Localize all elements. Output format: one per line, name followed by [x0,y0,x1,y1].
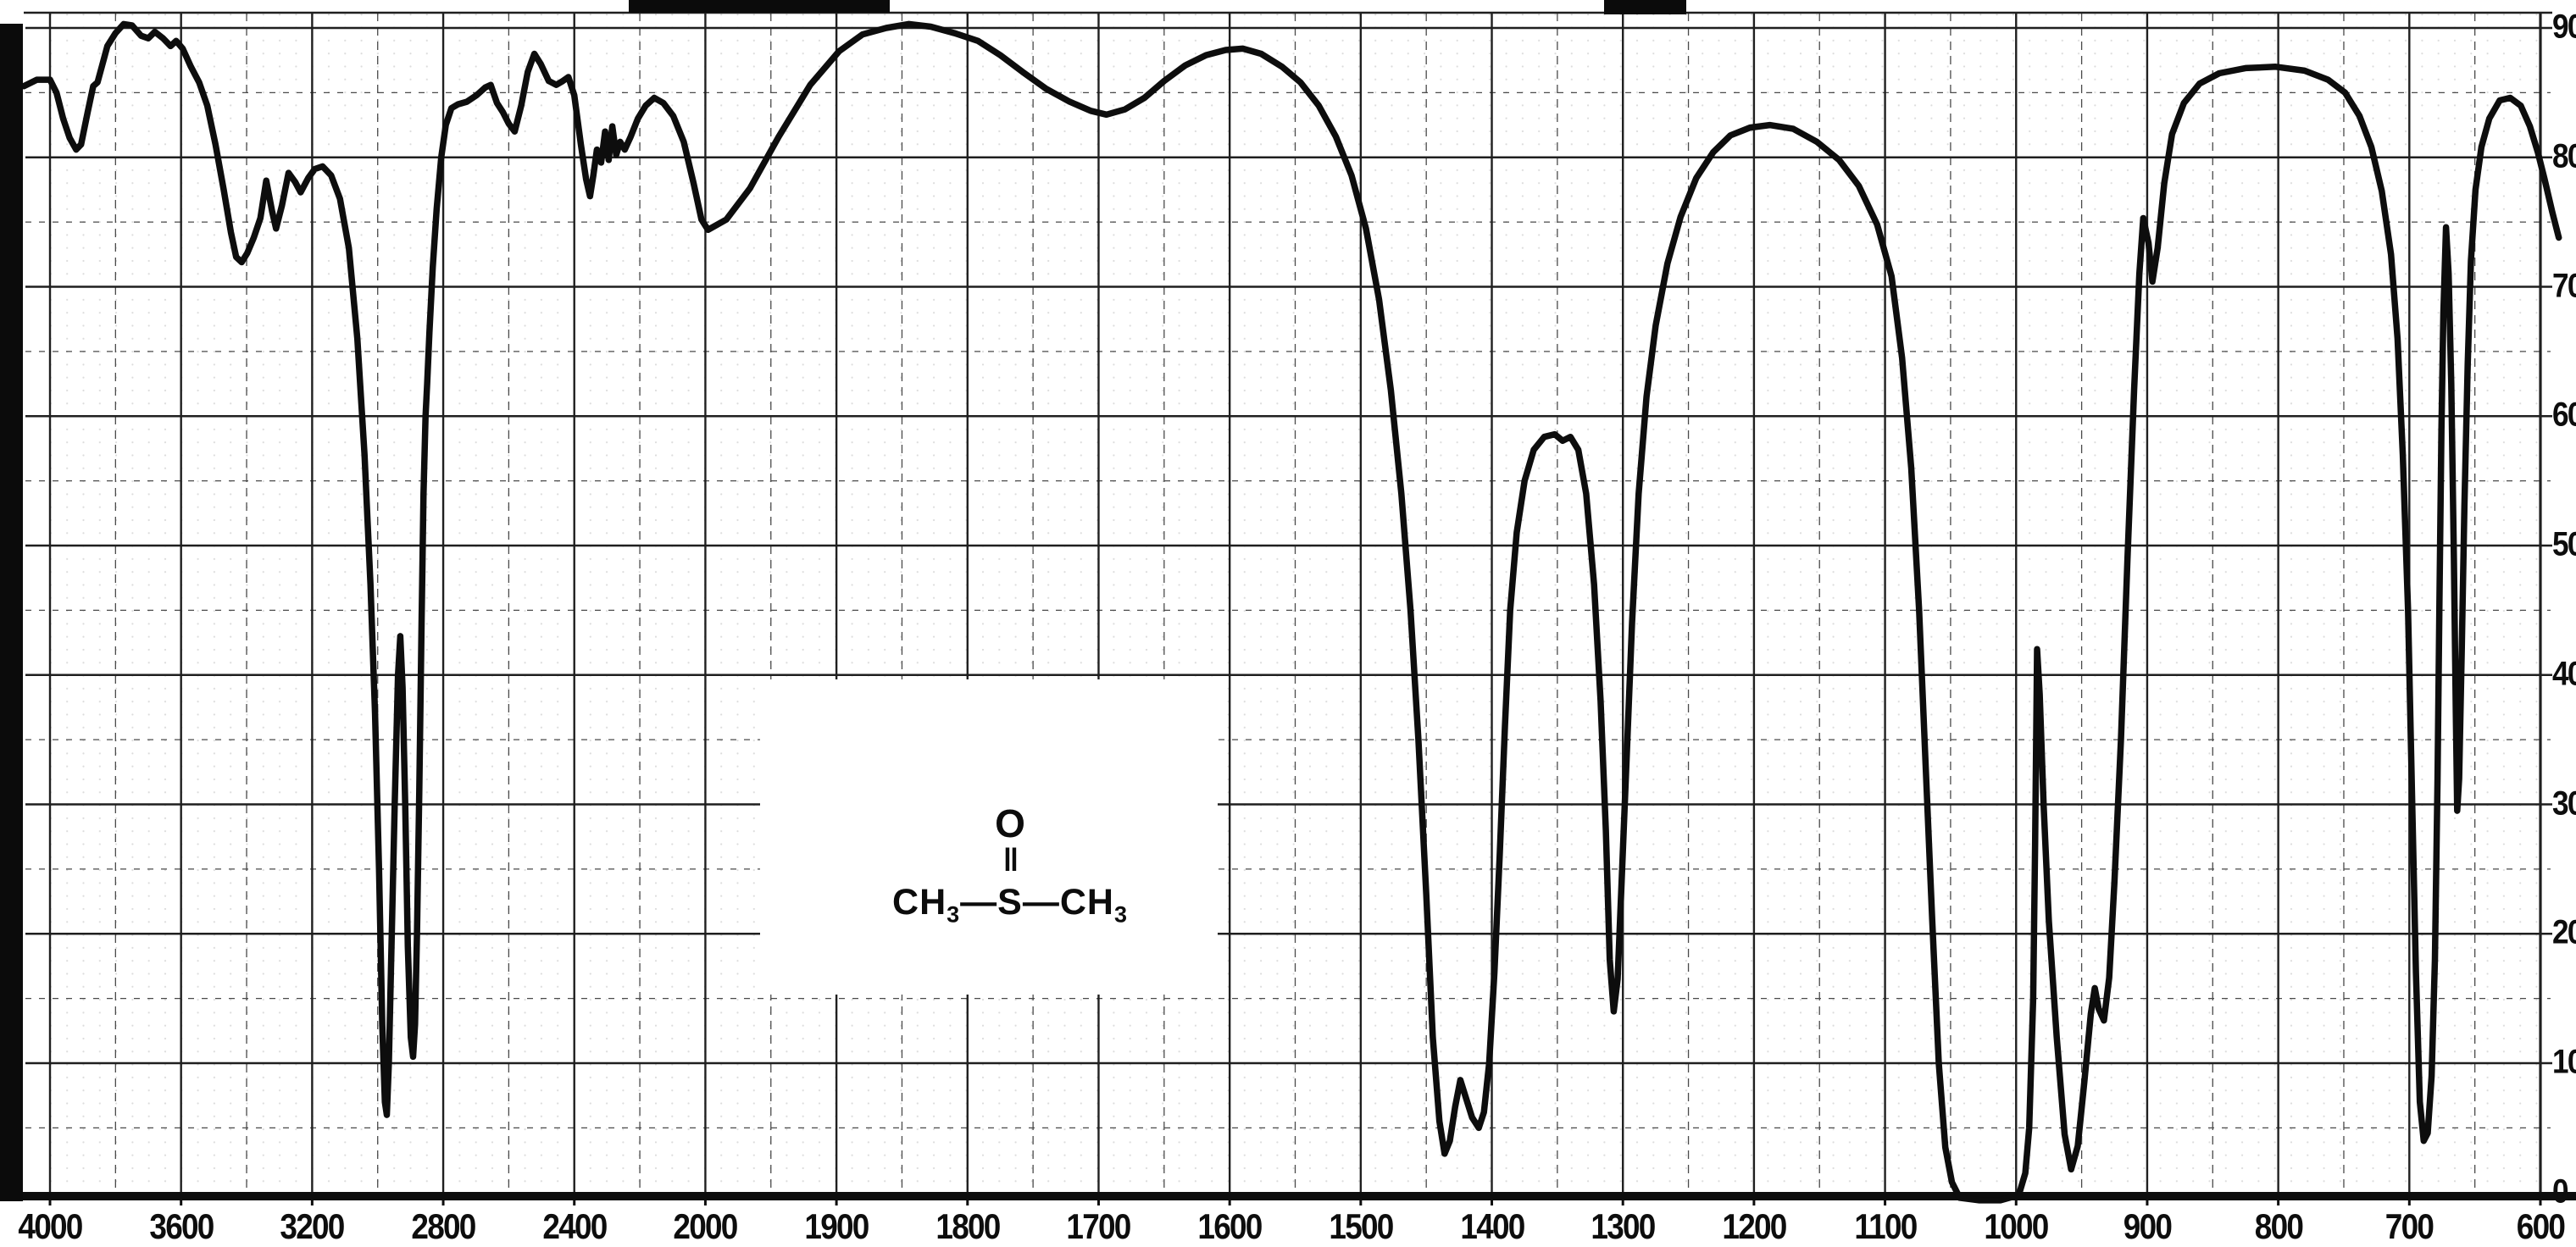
y-tick-label: 20 [2552,913,2576,951]
methyl-right: CH [1059,882,1114,923]
x-tick-label: 1100 [1854,1206,1918,1246]
methyl-left-subscript: 3 [947,901,961,928]
x-tick-label: 1900 [804,1206,870,1246]
y-tick-label: 10 [2552,1043,2576,1081]
x-tick-label: 2000 [673,1206,739,1246]
x-tick-label: 700 [2385,1206,2434,1246]
x-tick-label: 3600 [149,1206,214,1246]
x-tick-label: 1400 [1459,1206,1525,1246]
x-tick-label: 1800 [935,1206,1001,1246]
y-tick-label: 70 [2552,267,2576,305]
transmittance-curve [20,20,2562,1204]
structure-label-box [760,679,1218,995]
x-tick-label: 1700 [1066,1206,1132,1246]
single-bond-right: — [1022,882,1060,923]
sulfur-atom: S [997,882,1023,923]
x-tick-label: 900 [2123,1206,2173,1246]
structure-double-bond: ‖ [1002,843,1019,878]
single-bond-left: — [960,882,998,923]
scan-artifact-top-1 [629,0,890,13]
structure-oxygen-atom: O [995,801,1025,845]
y-tick-label: 80 [2552,137,2576,175]
x-tick-label: 1500 [1329,1206,1394,1246]
y-tick-label: 30 [2552,784,2576,823]
x-tick-label: 600 [2516,1206,2566,1246]
y-tick-label: 0 [2552,1172,2569,1211]
x-tick-label: 4000 [18,1206,83,1246]
x-tick-label: 1300 [1591,1206,1657,1246]
x-tick-label: 800 [2254,1206,2303,1246]
x-tick-label: 1200 [1722,1206,1787,1246]
grid [24,11,2552,1205]
y-tick-label: 60 [2552,396,2576,434]
y-tick-label: 40 [2552,655,2576,693]
molecular-structure: O ‖ CH3—S—CH3 [841,803,1180,939]
x-tick-label: 1600 [1197,1206,1263,1246]
scan-artifact-top-2 [1604,0,1686,14]
scan-edge-bar-left [0,24,23,1201]
structure-formula: CH3—S—CH3 [841,878,1180,939]
x-tick-label: 1000 [1984,1206,2050,1246]
x-tick-label: 3200 [280,1206,346,1246]
y-tick-label: 50 [2552,525,2576,563]
y-tick-label: 90 [2552,8,2576,46]
methyl-left: CH [892,882,947,923]
x-tick-label: 2800 [411,1206,476,1246]
methyl-right-subscript: 3 [1113,901,1128,928]
x-tick-label: 2400 [542,1206,608,1246]
